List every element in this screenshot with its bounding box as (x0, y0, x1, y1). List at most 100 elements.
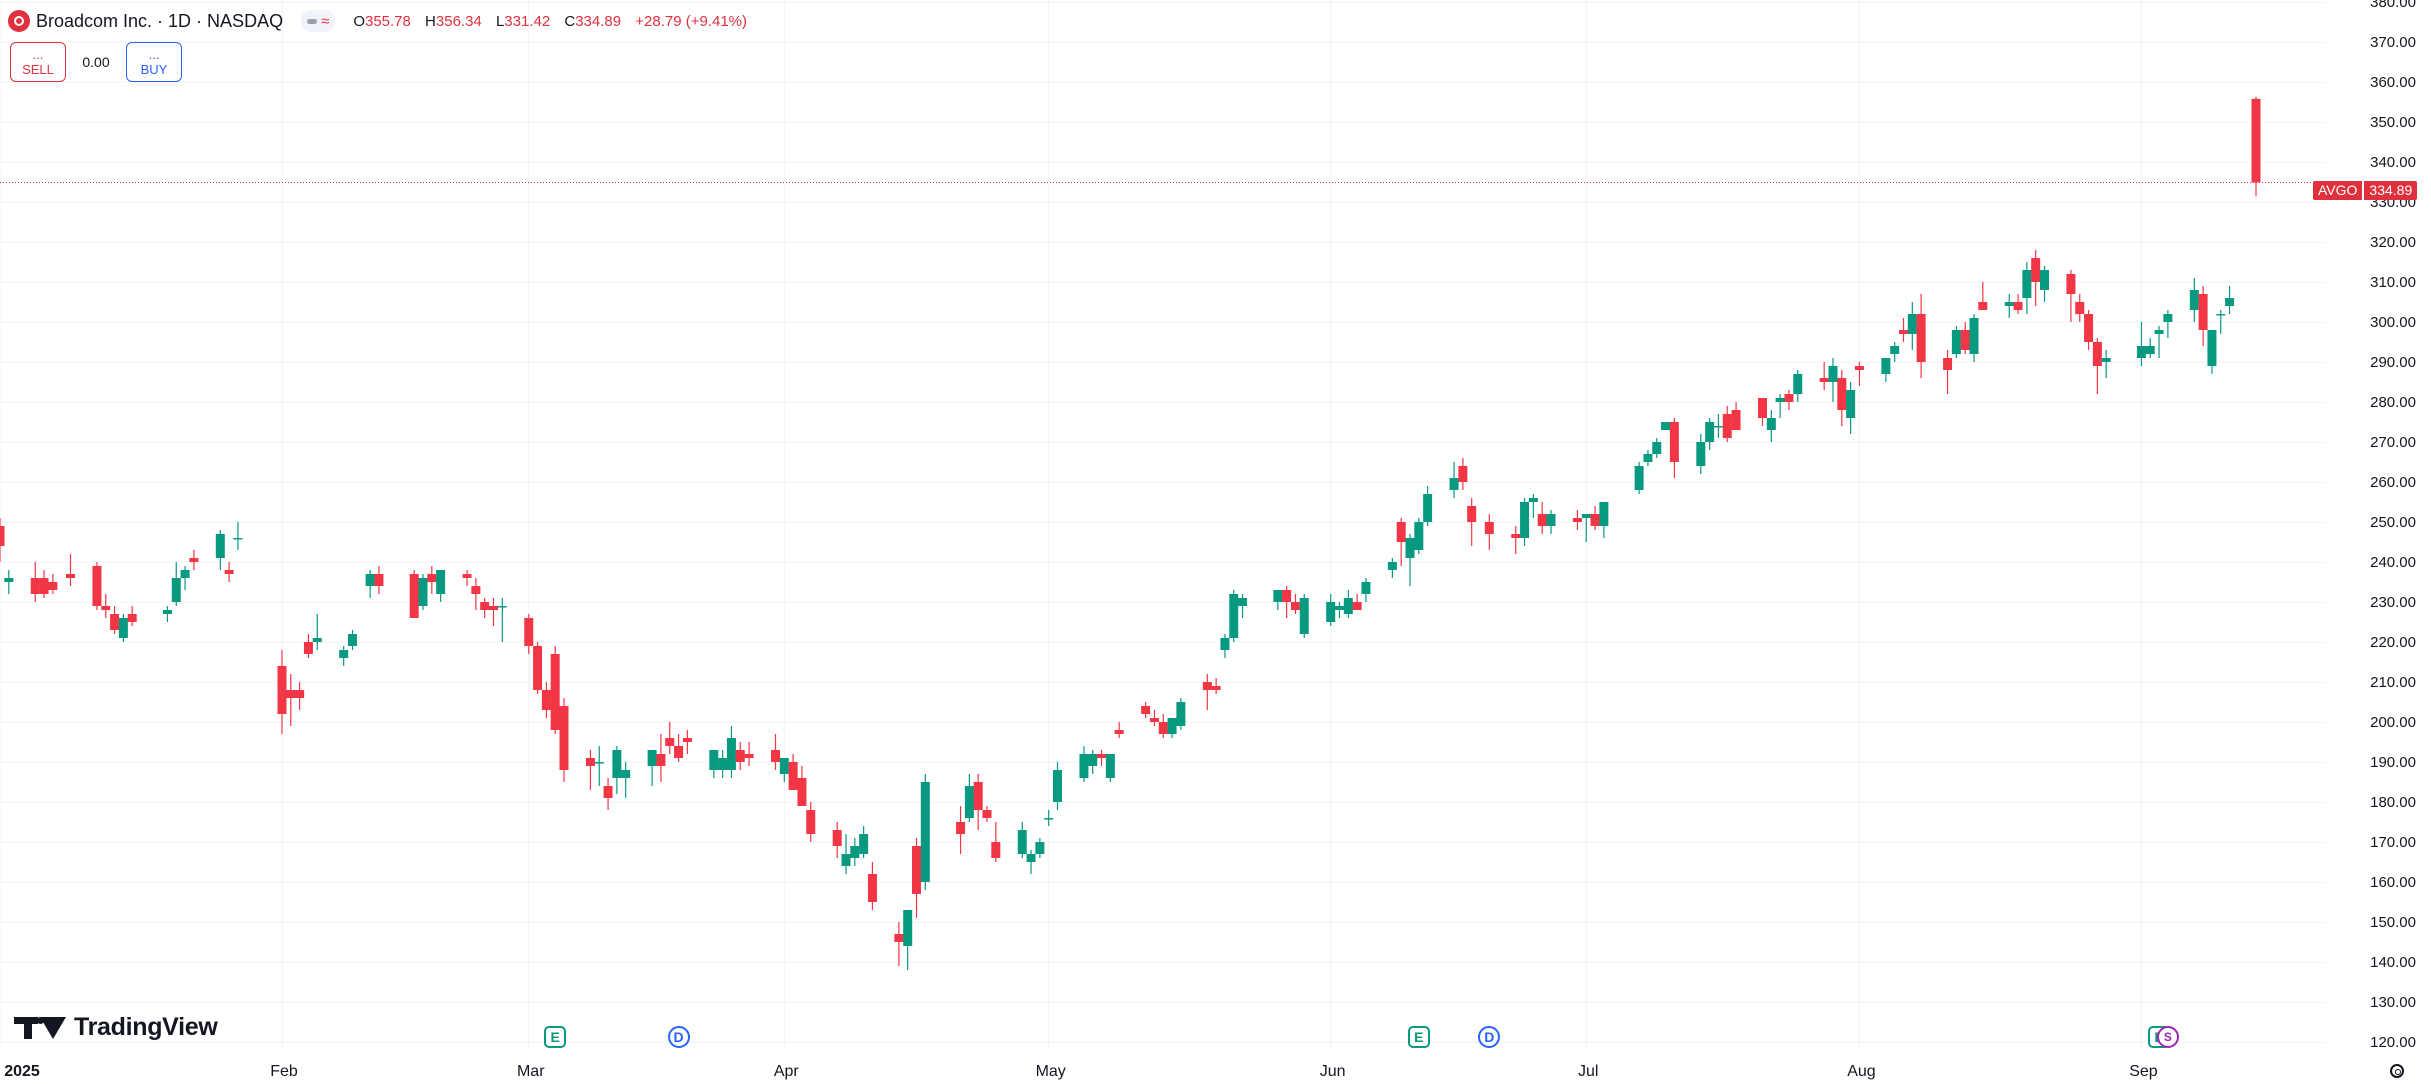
earnings-marker-icon[interactable]: E (544, 1026, 567, 1048)
candle-body (1916, 314, 1926, 362)
price-tick-label: 370.00 (2370, 34, 2416, 51)
candle-down (224, 562, 234, 582)
candle-body (48, 582, 58, 590)
candles (0, 96, 2261, 970)
candle-body (1978, 302, 1988, 310)
candle-down (744, 742, 754, 766)
candle-body (779, 758, 789, 774)
candle-up (171, 562, 181, 606)
candle-body (2163, 314, 2173, 322)
candle-down (110, 606, 120, 634)
candle-body (1053, 770, 1062, 802)
candle-down (550, 646, 560, 734)
candle-down (2031, 250, 2041, 306)
candle-body (1528, 498, 1538, 502)
candle-body (2013, 302, 2023, 310)
candle-up (1846, 382, 1856, 434)
compare-wave-icon: ≈ (321, 12, 330, 30)
candle-body (2145, 346, 2155, 354)
candle-up (726, 726, 736, 778)
price-tick-label: 230.00 (2370, 594, 2416, 611)
candle-body (956, 822, 966, 834)
candle-body (1643, 454, 1653, 462)
dividend-marker-icon[interactable]: D (1478, 1026, 1501, 1048)
candle-down (0, 518, 5, 562)
candle-down (541, 682, 551, 718)
symbol-title[interactable]: Broadcom Inc. · 1D · NASDAQ (36, 10, 284, 31)
candle-down (1572, 510, 1582, 530)
candle-body (1299, 598, 1309, 634)
time-tick-label: 2025 (4, 1063, 40, 1080)
candle-down (1458, 458, 1468, 490)
split-marker-icon[interactable]: S (2156, 1026, 2179, 1048)
ohlc-close-key: C (564, 12, 576, 30)
candle-body (1238, 598, 1248, 606)
candle-body (1088, 754, 1098, 766)
tradingview-wordmark: TradingView (74, 1013, 218, 1041)
candle-body (1661, 422, 1671, 430)
candle-body (1890, 346, 1900, 354)
candle-body (66, 574, 75, 578)
candle-body (1722, 414, 1732, 438)
candle-body (718, 758, 728, 770)
candle-body (118, 618, 128, 638)
time-tick-label: Jul (1578, 1063, 1598, 1080)
settings-gear-icon[interactable] (2390, 1064, 2404, 1078)
dividend-marker-icon[interactable]: D (667, 1026, 690, 1048)
earnings-marker-icon[interactable]: E (1407, 1026, 1430, 1048)
candle-body (1343, 598, 1353, 614)
price-tick-label: 320.00 (2370, 234, 2416, 251)
candle-down (533, 642, 543, 694)
price-tick-label: 250.00 (2370, 514, 2416, 531)
tradingview-logo[interactable]: TradingView (14, 1013, 218, 1042)
sell-button[interactable]: ... SELL (10, 42, 66, 82)
candle-body (964, 786, 974, 818)
candle-down (832, 822, 842, 858)
price-tick-label: 280.00 (2370, 394, 2416, 411)
candle-body (973, 782, 983, 810)
candle-down (2198, 286, 2208, 346)
candle-body (1713, 426, 1723, 428)
candle-body (2092, 342, 2102, 366)
candle-down (286, 674, 296, 726)
candle-body (312, 638, 322, 642)
candle-up (2004, 294, 2014, 318)
candle-up (1238, 594, 1248, 618)
candle-body (1581, 514, 1591, 518)
ohlc-close-value: 334.89 (575, 12, 622, 30)
candle-body (682, 738, 692, 742)
candle-body (39, 578, 49, 594)
candle-up (2145, 338, 2155, 358)
candle-down (277, 650, 287, 734)
candle-body (1167, 718, 1177, 734)
candle-body (771, 750, 780, 762)
candle-down (2251, 96, 2261, 197)
candle-down (973, 774, 983, 830)
candle-down (674, 734, 684, 762)
candle-body (1405, 538, 1415, 558)
candle-down (1537, 502, 1547, 534)
candle-up (2225, 286, 2235, 314)
visibility-toggle[interactable]: ≈ (301, 10, 336, 32)
buy-button[interactable]: ... BUY (126, 42, 182, 82)
candle-body (2154, 330, 2164, 334)
candle-body (1105, 754, 1115, 778)
candle-up (1044, 810, 1054, 826)
candle-body (1590, 514, 1600, 526)
candle-up (1713, 414, 1723, 438)
candle-down (471, 578, 481, 610)
candle-body (427, 574, 437, 582)
candle-body (533, 646, 543, 690)
candle-body (2207, 330, 2217, 366)
candle-up (1299, 594, 1309, 638)
candle-body (2198, 294, 2208, 330)
candle-down (1158, 714, 1168, 738)
candle-down (665, 722, 675, 754)
candle-body (1158, 722, 1168, 734)
price-tick-label: 160.00 (2370, 874, 2416, 891)
candle-down (1141, 702, 1151, 718)
candle-body (1599, 502, 1609, 526)
candle-down (1211, 678, 1221, 694)
candle-down (101, 594, 111, 618)
